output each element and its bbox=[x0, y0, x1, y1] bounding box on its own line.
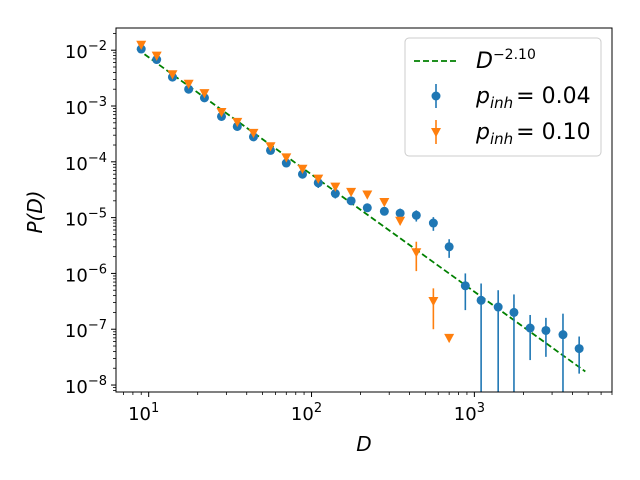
series-1-point-27 bbox=[558, 330, 568, 340]
series-2-point-13 bbox=[330, 182, 341, 192]
y-tick-label-5: 10−4 bbox=[65, 151, 107, 175]
legend-series-1-label-value: = 0.04 bbox=[516, 84, 590, 109]
y-tick-label-6: 10−3 bbox=[65, 95, 107, 119]
plot-frame bbox=[115, 27, 613, 393]
legend-series-1-label: pinh = 0.04 bbox=[475, 84, 591, 112]
y-tick-label-7-exp: −2 bbox=[88, 39, 107, 54]
series-1-point-26 bbox=[541, 325, 551, 335]
legend-series-1-label-sub: inh bbox=[490, 94, 513, 112]
x-tick-label-1-base: 10 bbox=[128, 404, 151, 425]
series-2-point-3 bbox=[167, 70, 178, 80]
x-tick-label-1-exp: 1 bbox=[151, 401, 159, 416]
y-tick-label-5-base: 10 bbox=[65, 154, 88, 175]
y-tick-label-5-exp: −4 bbox=[88, 151, 107, 166]
series-1-point-20 bbox=[444, 242, 454, 252]
series-1-point-19 bbox=[428, 218, 438, 228]
x-tick-label-2: 102 bbox=[291, 401, 322, 425]
series-1-point-4 bbox=[184, 84, 194, 94]
series-2-point-1 bbox=[136, 40, 147, 51]
series-2-point-9 bbox=[265, 142, 276, 152]
series-2-point-19 bbox=[428, 297, 439, 307]
y-tick-label-3-exp: −6 bbox=[88, 262, 107, 277]
series-1-point-15 bbox=[362, 203, 372, 213]
series-1-point-10 bbox=[281, 158, 291, 168]
series-2-point-7 bbox=[232, 117, 243, 128]
series-1-point-17 bbox=[395, 208, 405, 218]
legend-series-2-label-value: = 0.10 bbox=[516, 120, 590, 145]
y-tick-label-2: 10−7 bbox=[65, 318, 107, 342]
series-1-point-22 bbox=[476, 295, 486, 305]
x-tick-label-3-exp: 3 bbox=[477, 401, 485, 416]
legend-box bbox=[404, 37, 602, 157]
series-2-point-18 bbox=[411, 248, 422, 258]
y-tick-label-1-exp: −8 bbox=[88, 374, 107, 389]
y-tick-label-7: 10−2 bbox=[65, 39, 107, 63]
series-2-point-12 bbox=[313, 174, 324, 184]
x-tick-label-2-base: 10 bbox=[291, 404, 314, 425]
series-2-point-8 bbox=[248, 128, 259, 139]
y-tick-label-4-exp: −5 bbox=[88, 207, 107, 222]
y-tick-label-1: 10−8 bbox=[65, 374, 107, 398]
series-1-point-25 bbox=[525, 323, 535, 333]
series-2 bbox=[136, 40, 455, 344]
legend-series-2-label: pinh = 0.10 bbox=[475, 120, 591, 148]
y-tick-label-2-exp: −7 bbox=[88, 318, 107, 333]
legend-series-1-marker bbox=[431, 91, 441, 101]
legend-series-1-label-p: p bbox=[475, 84, 490, 109]
legend-fit-label: D−2.10 bbox=[476, 47, 536, 74]
series-2-point-15 bbox=[362, 190, 373, 200]
series-1-point-21 bbox=[460, 281, 470, 291]
y-tick-label-6-exp: −3 bbox=[88, 95, 107, 110]
legend-fit-label-base: D bbox=[476, 49, 493, 74]
data-points-layer bbox=[136, 40, 584, 392]
x-tick-label-3: 103 bbox=[454, 401, 485, 425]
series-2-point-17 bbox=[395, 216, 406, 226]
y-tick-label-3: 10−6 bbox=[65, 262, 107, 286]
series-2-point-16 bbox=[379, 198, 390, 208]
series-1-point-14 bbox=[346, 196, 356, 206]
series-1-point-24 bbox=[509, 307, 519, 317]
x-axis-label: D bbox=[356, 432, 371, 456]
fit-line bbox=[136, 48, 586, 373]
series-2-point-11 bbox=[297, 164, 308, 175]
series-2-point-6 bbox=[216, 108, 227, 118]
x-tick-label-2-exp: 2 bbox=[314, 401, 322, 416]
legend-series-2-label-sub: inh bbox=[490, 130, 513, 148]
y-tick-label-4-base: 10 bbox=[65, 210, 88, 231]
series-1-point-28 bbox=[574, 344, 584, 354]
y-tick-label-4: 10−5 bbox=[65, 207, 107, 231]
y-tick-label-3-base: 10 bbox=[65, 265, 88, 286]
y-tick-label-1-base: 10 bbox=[65, 377, 88, 398]
legend-series-2-marker bbox=[431, 128, 441, 138]
fit-line-layer bbox=[136, 48, 586, 373]
series-2-point-5 bbox=[199, 89, 210, 99]
series-1-point-23 bbox=[493, 302, 503, 312]
series-1-point-11 bbox=[297, 169, 307, 179]
x-tick-label-3-base: 10 bbox=[454, 404, 477, 425]
y-tick-label-6-base: 10 bbox=[65, 98, 88, 119]
legend-series-2-label-p: p bbox=[475, 120, 490, 145]
series-2-point-10 bbox=[281, 153, 292, 163]
x-tick-label-1: 101 bbox=[128, 401, 159, 425]
series-2-point-20 bbox=[444, 333, 455, 344]
legend-fit-label-exp: −2.10 bbox=[493, 47, 536, 63]
series-1-point-18 bbox=[411, 210, 421, 220]
series-2-point-14 bbox=[346, 187, 357, 198]
series-2-point-4 bbox=[183, 79, 194, 90]
series-1-point-13 bbox=[330, 189, 340, 199]
y-tick-label-7-base: 10 bbox=[65, 42, 88, 63]
series-1-point-16 bbox=[379, 206, 389, 216]
series-2-point-2 bbox=[151, 51, 162, 61]
y-axis-label: P(D) bbox=[23, 190, 47, 233]
y-tick-label-2-base: 10 bbox=[65, 321, 88, 342]
